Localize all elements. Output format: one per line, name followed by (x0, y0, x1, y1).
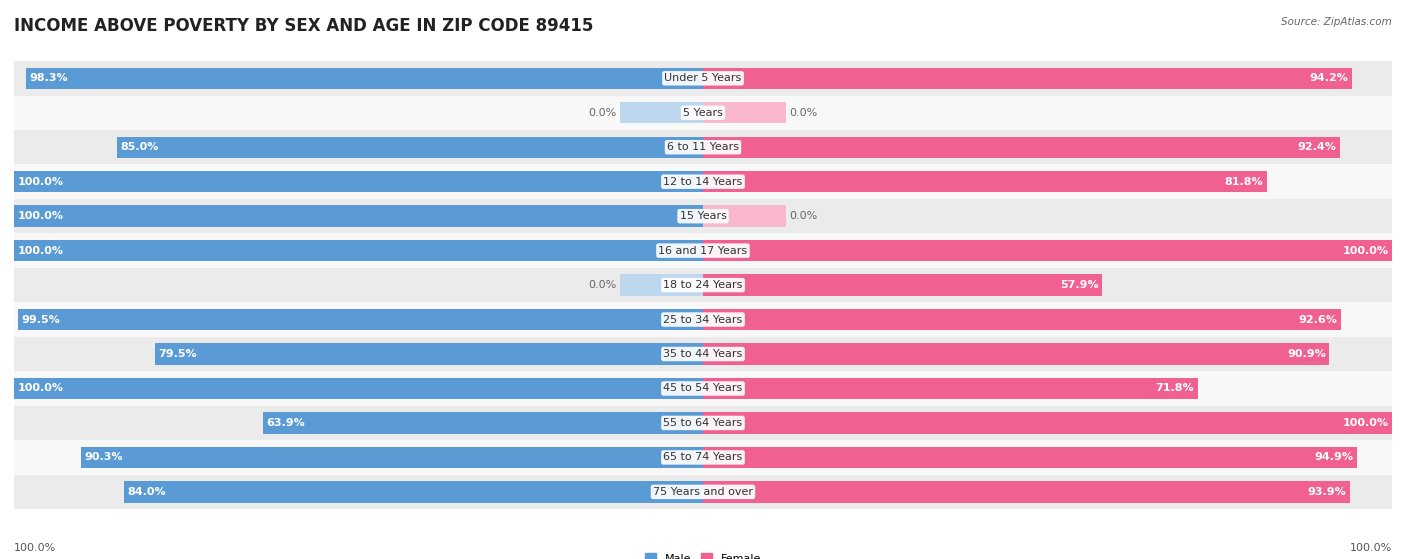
Text: 100.0%: 100.0% (17, 177, 63, 187)
Text: 0.0%: 0.0% (789, 211, 817, 221)
Text: 100.0%: 100.0% (17, 211, 63, 221)
Bar (14, 268, 1392, 302)
Text: 12 to 14 Years: 12 to 14 Years (664, 177, 742, 187)
Bar (14, 371, 1392, 406)
Text: 0.0%: 0.0% (589, 108, 617, 118)
Bar (14, 96, 1392, 130)
Bar (25, 68, 703, 89)
Legend: Male, Female: Male, Female (641, 549, 765, 559)
Bar (155, 343, 703, 364)
Bar (82, 447, 703, 468)
Text: 0.0%: 0.0% (589, 280, 617, 290)
Bar (14, 475, 1392, 509)
Bar (14, 171, 703, 192)
Text: 94.2%: 94.2% (1309, 73, 1348, 83)
Bar (14, 164, 1392, 199)
Text: 16 and 17 Years: 16 and 17 Years (658, 245, 748, 255)
Bar (14, 240, 703, 261)
Text: 35 to 44 Years: 35 to 44 Years (664, 349, 742, 359)
Text: 63.9%: 63.9% (266, 418, 305, 428)
Text: 100.0%: 100.0% (17, 383, 63, 394)
Bar (703, 102, 786, 124)
Text: 5 Years: 5 Years (683, 108, 723, 118)
Text: 55 to 64 Years: 55 to 64 Years (664, 418, 742, 428)
Text: 25 to 34 Years: 25 to 34 Years (664, 315, 742, 325)
Bar (703, 206, 786, 227)
Text: 100.0%: 100.0% (1350, 543, 1392, 553)
Bar (703, 413, 1392, 434)
Bar (14, 337, 1392, 371)
Text: Source: ZipAtlas.com: Source: ZipAtlas.com (1281, 17, 1392, 27)
Bar (14, 130, 1392, 164)
Bar (14, 199, 1392, 234)
Bar (14, 302, 1392, 337)
Text: INCOME ABOVE POVERTY BY SEX AND AGE IN ZIP CODE 89415: INCOME ABOVE POVERTY BY SEX AND AGE IN Z… (14, 17, 593, 35)
Bar (703, 136, 1340, 158)
Bar (703, 378, 1198, 399)
Bar (620, 274, 703, 296)
Text: 94.9%: 94.9% (1315, 452, 1354, 462)
Bar (14, 206, 703, 227)
Text: 15 Years: 15 Years (679, 211, 727, 221)
Text: 65 to 74 Years: 65 to 74 Years (664, 452, 742, 462)
Bar (14, 61, 1392, 96)
Bar (14, 234, 1392, 268)
Bar (703, 171, 1267, 192)
Text: 92.6%: 92.6% (1299, 315, 1337, 325)
Text: 98.3%: 98.3% (30, 73, 67, 83)
Text: 100.0%: 100.0% (17, 245, 63, 255)
Bar (703, 447, 1357, 468)
Bar (703, 68, 1353, 89)
Text: 81.8%: 81.8% (1225, 177, 1263, 187)
Bar (117, 136, 703, 158)
Text: 45 to 54 Years: 45 to 54 Years (664, 383, 742, 394)
Text: Under 5 Years: Under 5 Years (665, 73, 741, 83)
Text: 100.0%: 100.0% (1343, 245, 1389, 255)
Bar (17, 309, 703, 330)
Text: 85.0%: 85.0% (121, 142, 159, 152)
Text: 79.5%: 79.5% (159, 349, 197, 359)
Text: 100.0%: 100.0% (14, 543, 56, 553)
Text: 90.9%: 90.9% (1286, 349, 1326, 359)
Bar (263, 413, 703, 434)
Text: 99.5%: 99.5% (21, 315, 59, 325)
Text: 0.0%: 0.0% (789, 108, 817, 118)
Bar (14, 406, 1392, 440)
Text: 6 to 11 Years: 6 to 11 Years (666, 142, 740, 152)
Bar (703, 481, 1350, 503)
Bar (703, 343, 1329, 364)
Bar (703, 240, 1392, 261)
Text: 90.3%: 90.3% (84, 452, 122, 462)
Text: 92.4%: 92.4% (1298, 142, 1336, 152)
Text: 75 Years and over: 75 Years and over (652, 487, 754, 497)
Text: 84.0%: 84.0% (128, 487, 166, 497)
Text: 100.0%: 100.0% (1343, 418, 1389, 428)
Bar (703, 274, 1102, 296)
Bar (620, 102, 703, 124)
Text: 18 to 24 Years: 18 to 24 Years (664, 280, 742, 290)
Text: 57.9%: 57.9% (1060, 280, 1098, 290)
Text: 71.8%: 71.8% (1156, 383, 1194, 394)
Bar (14, 440, 1392, 475)
Bar (703, 309, 1341, 330)
Bar (14, 378, 703, 399)
Text: 93.9%: 93.9% (1308, 487, 1347, 497)
Bar (124, 481, 703, 503)
